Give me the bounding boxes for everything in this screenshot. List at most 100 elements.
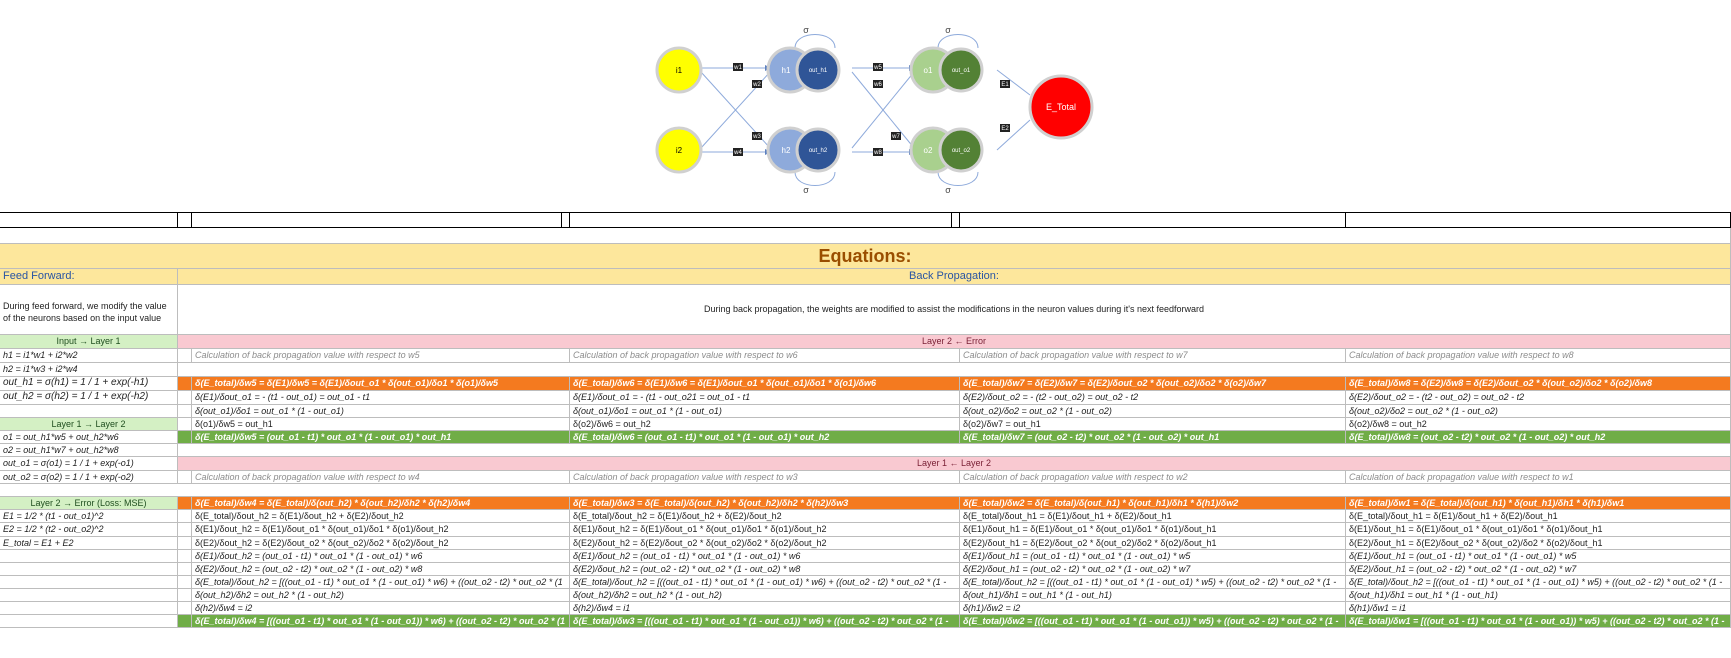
- loop-o1: [937, 34, 979, 49]
- derivative-step: δ(E1)/δout_h1 = (out_o1 - t1) * out_o1 *…: [1346, 550, 1731, 563]
- node-e-total: [1028, 74, 1094, 140]
- grid-cell: [0, 589, 178, 602]
- node-h1-label: h1: [782, 66, 791, 75]
- grid-cell: [0, 576, 178, 589]
- derivative-step: δ(E_total)/δout_h1 = δ(E1)/δout_h1 + δ(E…: [960, 510, 1346, 523]
- derivative-step: δ(E_total)/δout_h2 = [((out_o1 - t1) * o…: [960, 576, 1346, 589]
- grid-cell: [0, 563, 178, 576]
- grid-cell: [178, 615, 192, 628]
- weight-label-w8: w8: [873, 150, 882, 156]
- node-out-h2-label: out_h2: [809, 148, 828, 154]
- grid-cell: [178, 363, 1731, 377]
- section-layer2-error: Layer 2 ← Error: [178, 335, 1731, 349]
- derivative-step: δ(h1)/δw2 = i2: [960, 602, 1346, 615]
- grid-cell: [178, 212, 192, 228]
- grid-cell: [192, 212, 562, 228]
- node-i1: [655, 46, 703, 94]
- grid-cell: [178, 523, 192, 537]
- derivative-step: δ(out_h1)/δh1 = out_h1 * (1 - out_h1): [1346, 589, 1731, 602]
- weight-label-w3: w3: [752, 134, 761, 140]
- edge-o2-etotal: [996, 119, 1031, 151]
- calc-label: Calculation of back propagation value wi…: [1346, 349, 1731, 363]
- derivative-result: δ(E_total)/δw7 = (out_o2 - t2) * out_o2 …: [960, 431, 1346, 444]
- derivative-result: δ(E_total)/δw5 = (out_o1 - t1) * out_o1 …: [192, 431, 570, 444]
- grid-cell: [960, 212, 1346, 228]
- grid-cell: [178, 349, 192, 363]
- node-out-o1-label: out_o1: [952, 68, 971, 74]
- loop-h1: [794, 34, 836, 49]
- derivative-result: δ(E_total)/δw3 = [((out_o1 - t1) * out_o…: [570, 615, 960, 628]
- derivative-step: δ(E1)/δout_h1 = (out_o1 - t1) * out_o1 *…: [960, 550, 1346, 563]
- derivative-target: δ(E_total)/δw8 = δ(E2)/δw8 = δ(E2)/δout_…: [1346, 377, 1731, 391]
- grid-cell: [0, 602, 178, 615]
- derivative-result: δ(E_total)/δw4 = [((out_o1 - t1) * out_o…: [192, 615, 570, 628]
- edge-o1-etotal: [996, 69, 1031, 96]
- weight-tag-w8: [873, 148, 883, 156]
- section-layer1-layer2-back: Layer 1 ← Layer 2: [178, 457, 1731, 471]
- derivative-step: δ(E_total)/δout_h2 = [((out_o1 - t1) * o…: [570, 576, 960, 589]
- derivative-step: δ(E2)/δout_h2 = δ(E2)/δout_o2 * δ(out_o2…: [192, 537, 570, 550]
- sigma-h1: σ: [803, 25, 809, 35]
- weight-label-w6: w6: [873, 82, 882, 88]
- derivative-step: δ(E1)/δout_o1 = - (t1 - out_o21 = out_o1…: [570, 391, 960, 405]
- node-out-o1: [938, 47, 984, 93]
- derivative-step: δ(E_total)/δout_h2 = δ(E1)/δout_h2 + δ(E…: [192, 510, 570, 523]
- grid-cell: [178, 537, 192, 550]
- sigma-h2: σ: [803, 185, 809, 195]
- derivative-step: δ(E2)/δout_h1 = δ(E2)/δout_o2 * δ(out_o2…: [960, 537, 1346, 550]
- ff-equation: out_o2 = σ(o2) = 1 / 1 + exp(-o2): [0, 471, 178, 484]
- section-layer1-layer2: Layer 1 → Layer 2: [0, 418, 178, 431]
- section-input-layer1: Input → Layer 1: [0, 335, 178, 349]
- derivative-step: δ(out_h2)/δh2 = out_h2 * (1 - out_h2): [570, 589, 960, 602]
- derivative-step: δ(E2)/δout_h2 = (out_o2 - t2) * out_o2 *…: [192, 563, 570, 576]
- derivative-step: δ(out_o2)/δo2 = out_o2 * (1 - out_o2): [1346, 405, 1731, 418]
- derivative-step: δ(E1)/δout_h2 = (out_o1 - t1) * out_o1 *…: [192, 550, 570, 563]
- weight-label-w2: w2: [752, 82, 761, 88]
- derivative-step: δ(out_o1)/δo1 = out_o1 * (1 - out_o1): [570, 405, 960, 418]
- grid-cell: [562, 212, 570, 228]
- calc-label: Calculation of back propagation value wi…: [960, 471, 1346, 484]
- ff-equation: out_o1 = σ(o1) = 1 / 1 + exp(-o1): [0, 457, 178, 471]
- section-layer2-error-ff: Layer 2 → Error (Loss: MSE): [0, 497, 178, 510]
- derivative-step: δ(o2)/δw6 = out_h2: [570, 418, 960, 431]
- ff-equation: h2 = i1*w3 + i2*w4: [0, 363, 178, 377]
- derivative-step: δ(E1)/δout_h2 = (out_o1 - t1) * out_o1 *…: [570, 550, 960, 563]
- weight-label-w5: w5: [873, 65, 882, 71]
- node-o1-label: o1: [924, 66, 933, 75]
- ff-equation: out_h2 = σ(h2) = 1 / 1 + exp(-h2): [0, 391, 178, 405]
- spacer-row: [0, 228, 1731, 244]
- back-propagation-header: Back Propagation:: [178, 269, 1731, 285]
- grid-cell: [178, 444, 1731, 457]
- derivative-step: δ(E2)/δout_h2 = (out_o2 - t2) * out_o2 *…: [570, 563, 960, 576]
- derivative-step: δ(o2)/δw8 = out_h2: [1346, 418, 1731, 431]
- sigma-o1: σ: [945, 25, 951, 35]
- grid-cell: [952, 212, 960, 228]
- derivative-target: δ(E_total)/δw4 = δ(E_total)/δ(out_h2) * …: [192, 497, 570, 510]
- derivative-step: δ(E1)/δout_o1 = - (t1 - out_o1) = out_o1…: [192, 391, 570, 405]
- weight-tag-w5: [873, 63, 883, 71]
- derivative-step: δ(E2)/δout_h1 = (out_o2 - t2) * out_o2 *…: [960, 563, 1346, 576]
- node-i1-label: i1: [676, 66, 683, 75]
- weight-label-w4: w4: [733, 150, 742, 156]
- derivative-step: δ(h2)/δw4 = i2: [192, 602, 570, 615]
- derivative-step: δ(out_o1)/δo1 = out_o1 * (1 - out_o1): [192, 405, 570, 418]
- error-tag-e2: [1000, 124, 1010, 132]
- ff-equation: h1 = i1*w1 + i2*w2: [0, 349, 178, 363]
- grid-cell: [178, 550, 192, 563]
- calc-label: Calculation of back propagation value wi…: [570, 349, 960, 363]
- derivative-result: δ(E_total)/δw2 = [((out_o1 - t1) * out_o…: [960, 615, 1346, 628]
- calc-label: Calculation of back propagation value wi…: [192, 349, 570, 363]
- node-out-h2: [795, 127, 841, 173]
- equations-title: Equations:: [0, 244, 1731, 269]
- feed-forward-description: During feed forward, we modify the value…: [0, 285, 178, 335]
- error-label-e1: E1: [1001, 82, 1009, 88]
- back-propagation-description: During back propagation, the weights are…: [178, 285, 1731, 335]
- equations-sheet: Equations: Feed Forward: Back Propagatio…: [0, 212, 1731, 658]
- derivative-step: δ(E_total)/δout_h2 = δ(E1)/δout_h2 + δ(E…: [570, 510, 960, 523]
- loop-o2: [937, 171, 979, 186]
- node-i2: [655, 126, 703, 174]
- weight-tag-w6: [873, 80, 883, 88]
- node-out-o2: [938, 127, 984, 173]
- derivative-step: δ(o1)/δw5 = out_h1: [192, 418, 570, 431]
- derivative-result: δ(E_total)/δw6 = (out_o1 - t1) * out_o1 …: [570, 431, 960, 444]
